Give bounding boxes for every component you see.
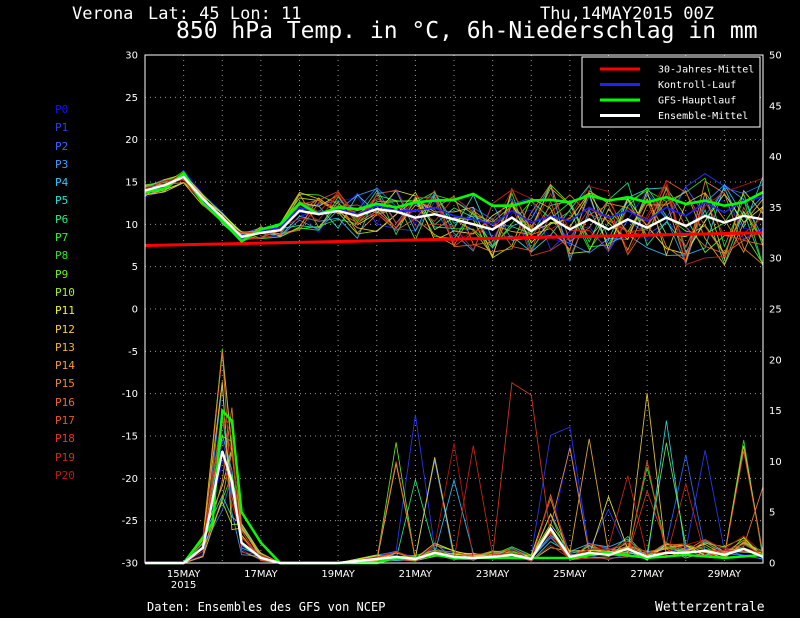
member-label-p9: P9 (55, 267, 69, 281)
y-right-tick-label: 50 (769, 51, 782, 62)
member-label-p16: P16 (55, 395, 75, 409)
x-tick-label: 21MAY (399, 569, 433, 580)
member-label-p18: P18 (55, 432, 75, 446)
x-tick-label: 17MAY (244, 569, 278, 580)
member-temp-line (144, 171, 764, 258)
member-label-p3: P3 (55, 157, 69, 171)
y-left-tick-label: 0 (132, 305, 138, 316)
y-left-tick-label: 10 (125, 220, 138, 231)
ensemble-mean-line (144, 175, 764, 239)
member-label-p5: P5 (55, 194, 69, 208)
member-precip-line (145, 352, 764, 564)
member-temp-line (144, 179, 764, 266)
ensemble-member-list: P0 P1 P2 P3 P4 P5 P6 P7 P8 P9 P10 P11 P12 P13 P14 P15 P1… (55, 101, 75, 485)
member-precip-line (145, 382, 764, 564)
plot-frame (144, 54, 764, 564)
ensemble-member-lines (144, 169, 764, 564)
member-label-p8: P8 (55, 249, 69, 263)
y-left-tick-label: -25 (122, 516, 138, 527)
member-label-p4: P4 (55, 176, 69, 190)
member-label-p0: P0 (55, 103, 69, 116)
x-tick-label: 27MAY (630, 569, 664, 580)
y-left-tick-label: -15 (122, 432, 138, 443)
y-left-tick-label: -30 (122, 559, 138, 570)
member-label-p19: P19 (55, 450, 75, 464)
y-right-tick-label: 20 (769, 355, 782, 366)
y-right-tick-label: 40 (769, 152, 782, 163)
member-label-p12: P12 (55, 322, 75, 336)
chart-title: 850 hPa Temp. in °C, 6h-Niederschlag in … (176, 18, 758, 44)
legend-label: 30-Jahres-Mittel (658, 65, 754, 76)
y-right-tick-label: 35 (769, 203, 782, 214)
brand-credit: Wetterzentrale (655, 600, 765, 615)
member-label-p17: P17 (55, 414, 75, 428)
legend-label: Kontroll-Lauf (658, 80, 736, 91)
location-label: Verona (72, 4, 134, 24)
member-temp-line (144, 178, 764, 265)
gfs-main-run-line (144, 171, 764, 243)
legend-label: Ensemble-Mittel (658, 111, 748, 122)
member-label-p10: P10 (55, 285, 75, 299)
y-left-tick-label: -20 (122, 474, 138, 485)
legend-label: GFS-Hauptlauf (658, 96, 736, 107)
y-left-tick-label: 20 (125, 135, 138, 146)
x-tick-label: 15MAY (167, 569, 201, 580)
member-temp-line (144, 172, 764, 263)
y-left-tick-label: -5 (128, 347, 138, 358)
member-label-p1: P1 (55, 121, 69, 135)
axis-labels: 302520151050-5-10-15-20-25-3050454035302… (122, 51, 782, 592)
run-date-label: Thu,14MAY2015 00Z (540, 4, 714, 24)
x-tick-label: 19MAY (321, 569, 355, 580)
y-left-tick-label: 5 (132, 262, 138, 273)
y-left-tick-label: 30 (125, 51, 138, 62)
y-right-tick-label: 10 (769, 457, 782, 468)
member-label-p14: P14 (55, 359, 75, 373)
member-label-p7: P7 (55, 231, 69, 245)
climate-mean-line (144, 231, 764, 247)
member-label-p15: P15 (55, 377, 75, 391)
member-label-p11: P11 (55, 304, 75, 318)
x-year-label: 2015 (171, 580, 196, 591)
x-tick-label: 29MAY (708, 569, 742, 580)
member-temp-line (144, 182, 764, 255)
source-credit: Daten: Ensembles des GFS von NCEP (147, 600, 386, 614)
y-right-tick-label: 5 (769, 508, 775, 519)
y-left-tick-label: 25 (125, 93, 138, 104)
y-right-tick-label: 0 (769, 559, 775, 570)
y-left-tick-label: 15 (125, 178, 138, 189)
y-left-tick-label: -10 (122, 389, 138, 400)
y-right-tick-label: 15 (769, 406, 782, 417)
coords-label: Lat: 45 Lon: 11 (148, 4, 302, 24)
y-right-tick-label: 45 (769, 101, 782, 112)
ensemble-mean-precip-line (145, 450, 764, 565)
member-label-p20: P20 (55, 468, 75, 482)
member-label-p6: P6 (55, 212, 69, 226)
member-label-p13: P13 (55, 340, 75, 354)
member-precip-line (145, 352, 764, 564)
x-tick-label: 25MAY (553, 569, 587, 580)
y-right-tick-label: 30 (769, 254, 782, 265)
x-tick-label: 23MAY (476, 569, 510, 580)
y-right-tick-label: 25 (769, 305, 782, 316)
member-label-p2: P2 (55, 139, 69, 153)
chart-legend: 30-Jahres-Mittel Kontroll-Lauf GFS-Hauptla… (581, 56, 761, 128)
